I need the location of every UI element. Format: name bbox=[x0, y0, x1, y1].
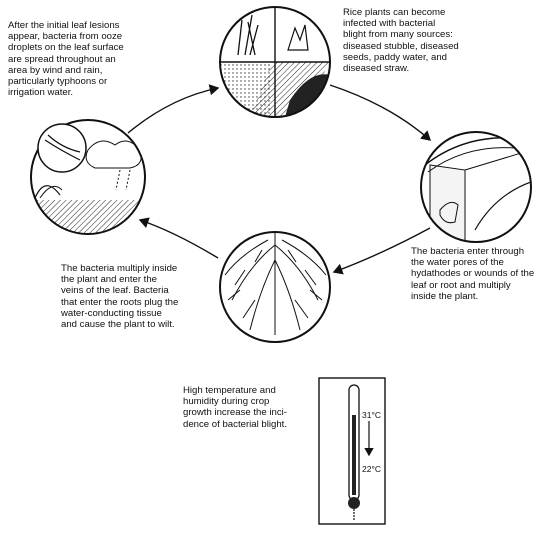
thermometer-illustration bbox=[318, 377, 386, 525]
thermometer-note: High temperature and humidity during cro… bbox=[183, 385, 287, 430]
spread-description: After the initial leaf lesions appear, b… bbox=[8, 20, 124, 99]
cycle-arrow-bottom-to-left bbox=[138, 217, 219, 259]
high-temperature-label: 31°C bbox=[362, 410, 381, 420]
cycle-arrow-top-to-right bbox=[329, 84, 432, 141]
entry-illustration bbox=[420, 131, 532, 243]
sources-description: Rice plants can become infected with bac… bbox=[343, 7, 459, 75]
cycle-arrow-left-to-top bbox=[127, 84, 220, 134]
cycle-arrow-right-to-bottom bbox=[332, 227, 431, 275]
low-temperature-label: 22°C bbox=[362, 464, 381, 474]
multiply-description: The bacteria multiply inside the plant a… bbox=[61, 263, 179, 331]
sources-illustration bbox=[219, 6, 331, 118]
entry-description: The bacteria enter through the water por… bbox=[411, 246, 535, 302]
spread-illustration bbox=[30, 119, 146, 235]
roots-illustration bbox=[219, 231, 331, 343]
